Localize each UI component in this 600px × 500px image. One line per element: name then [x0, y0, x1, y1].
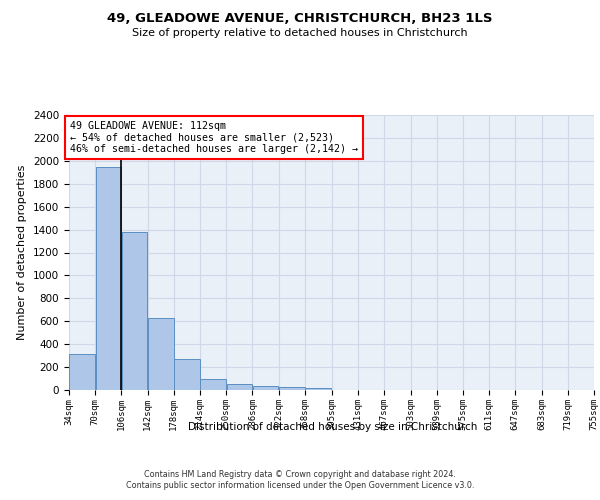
- Text: Size of property relative to detached houses in Christchurch: Size of property relative to detached ho…: [132, 28, 468, 38]
- Bar: [148, 318, 173, 390]
- Bar: [305, 388, 331, 390]
- Bar: [253, 386, 278, 390]
- Text: Contains public sector information licensed under the Open Government Licence v3: Contains public sector information licen…: [126, 481, 474, 490]
- Y-axis label: Number of detached properties: Number of detached properties: [17, 165, 28, 340]
- Bar: [227, 384, 252, 390]
- Bar: [122, 232, 148, 390]
- Text: Distribution of detached houses by size in Christchurch: Distribution of detached houses by size …: [188, 422, 478, 432]
- Bar: [200, 378, 226, 390]
- Text: Contains HM Land Registry data © Crown copyright and database right 2024.: Contains HM Land Registry data © Crown c…: [144, 470, 456, 479]
- Bar: [279, 387, 305, 390]
- Text: 49, GLEADOWE AVENUE, CHRISTCHURCH, BH23 1LS: 49, GLEADOWE AVENUE, CHRISTCHURCH, BH23 …: [107, 12, 493, 26]
- Bar: [174, 359, 200, 390]
- Bar: [95, 166, 121, 390]
- Text: 49 GLEADOWE AVENUE: 112sqm
← 54% of detached houses are smaller (2,523)
46% of s: 49 GLEADOWE AVENUE: 112sqm ← 54% of deta…: [70, 120, 358, 154]
- Bar: [69, 354, 95, 390]
